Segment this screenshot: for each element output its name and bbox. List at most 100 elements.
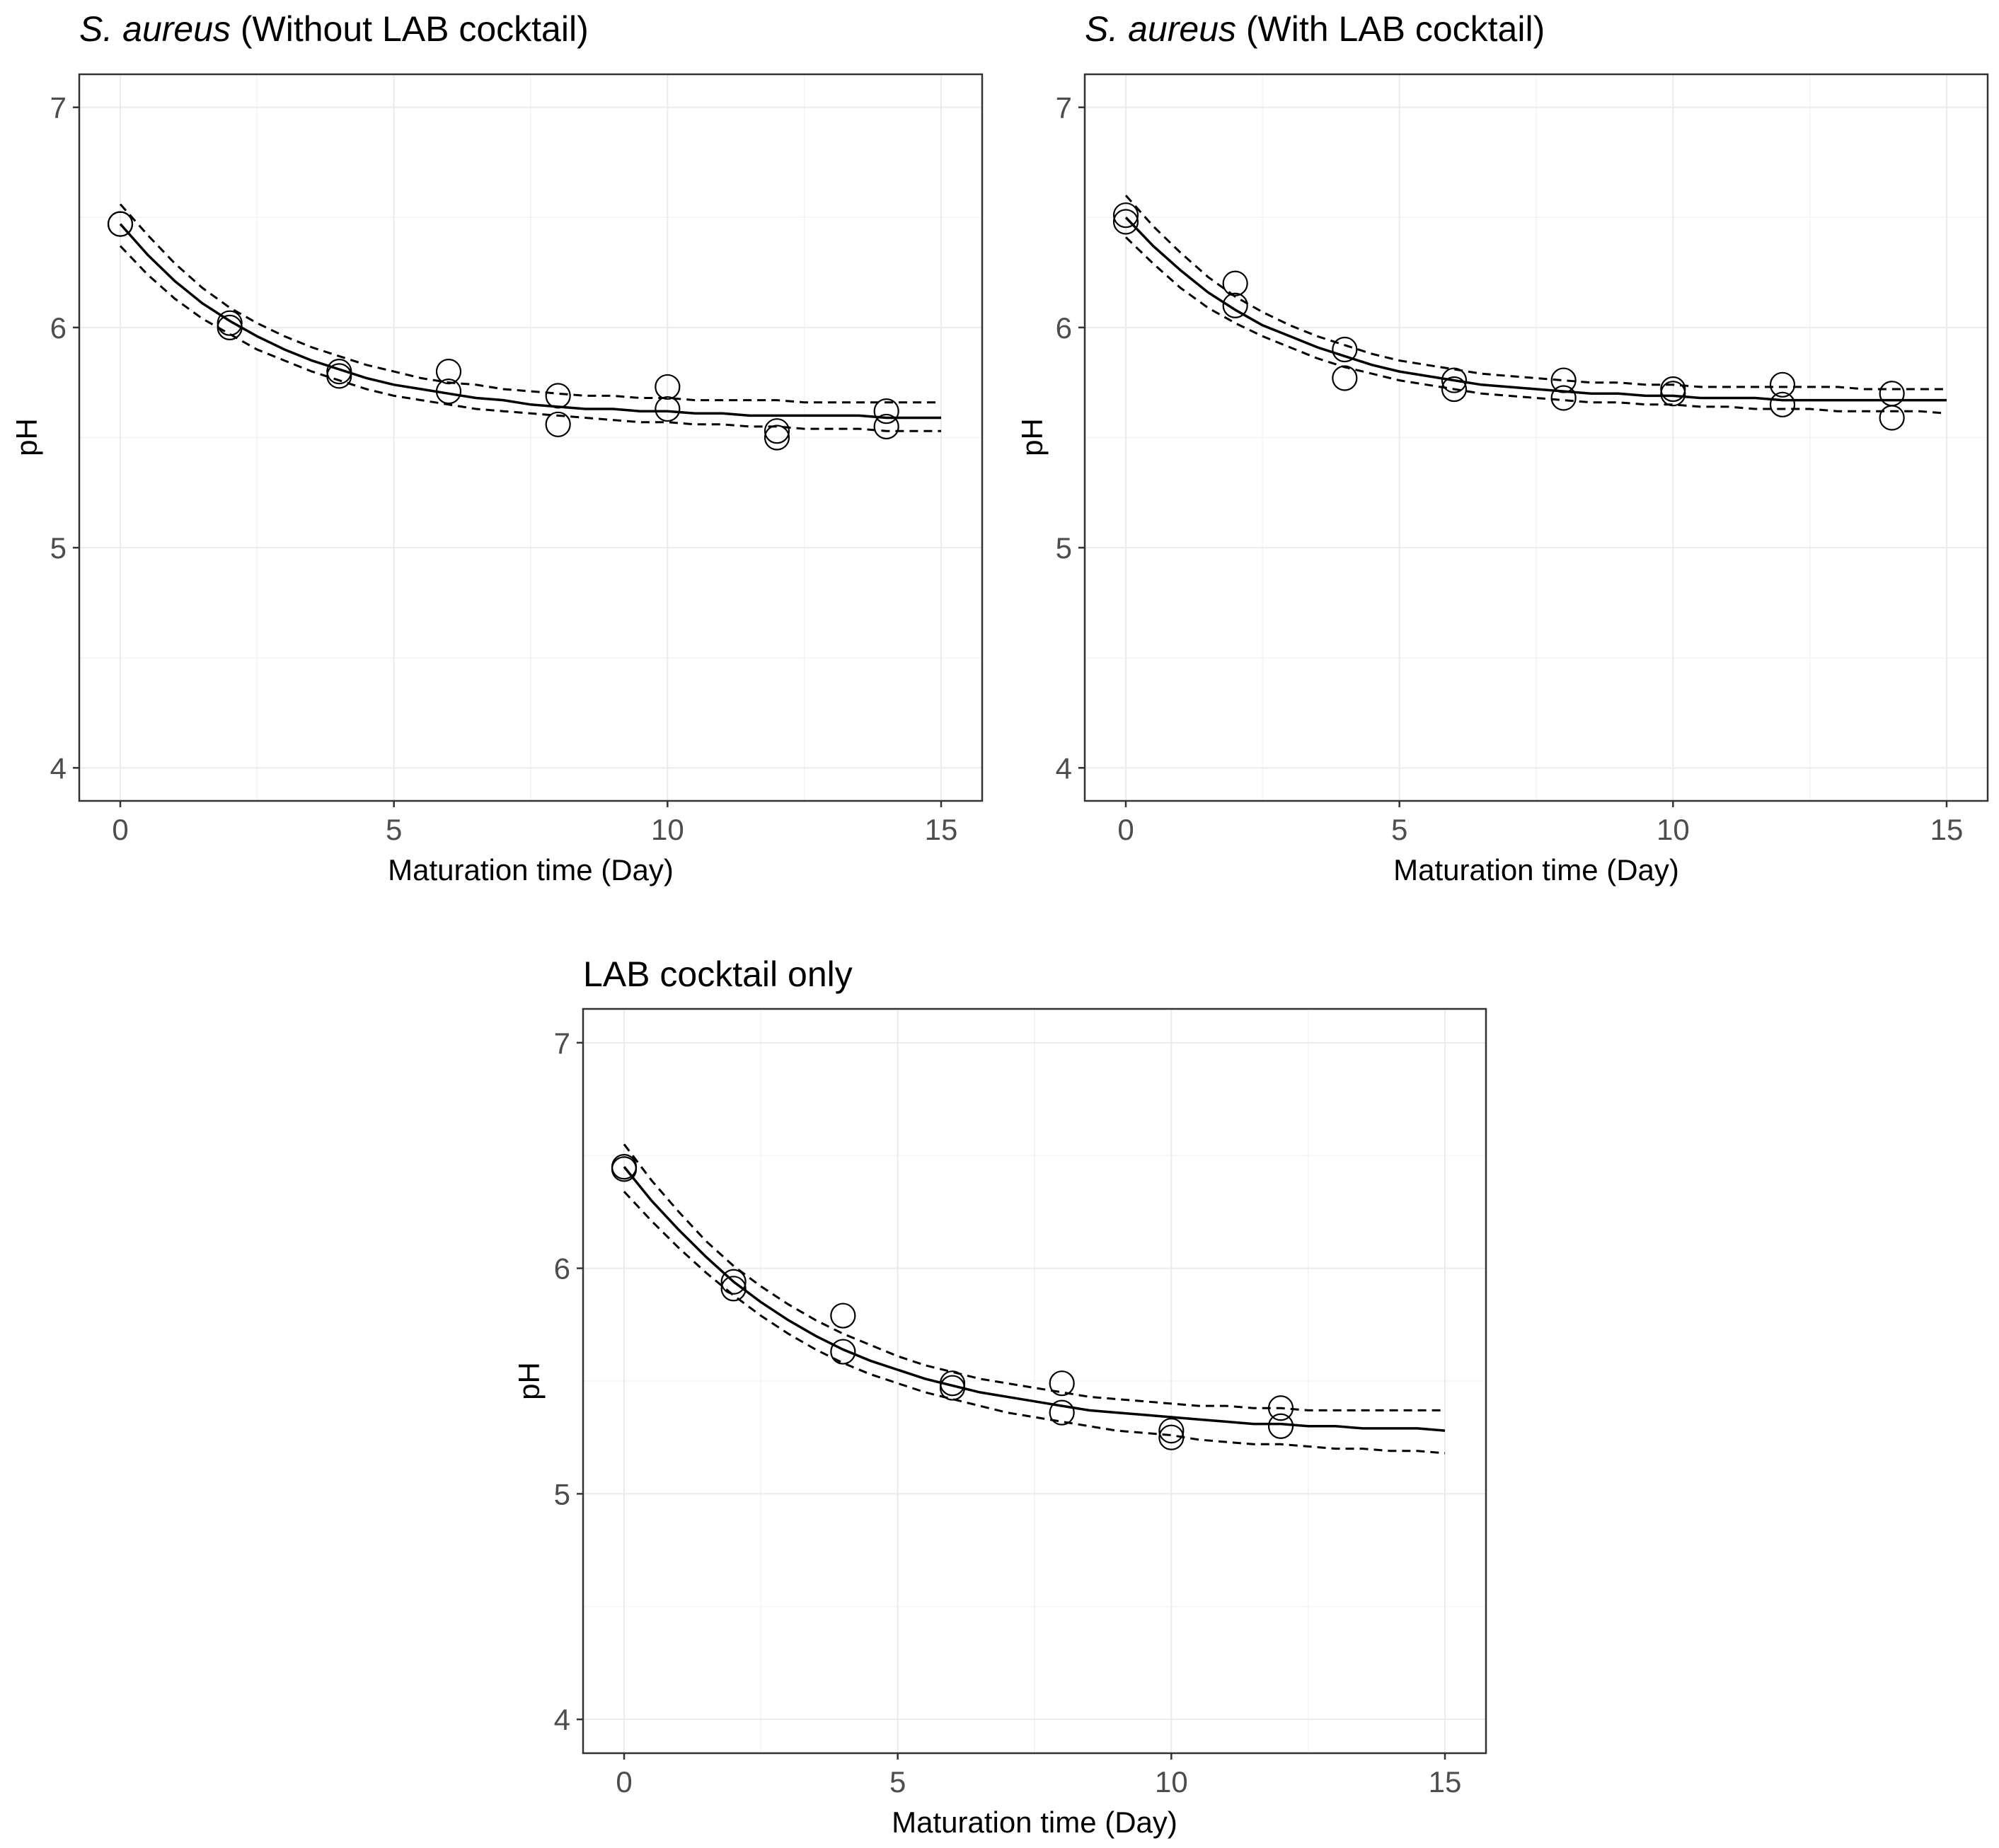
data-point [1049, 1399, 1075, 1426]
y-tick-label: 5 [50, 531, 67, 565]
x-tick-label: 15 [925, 813, 958, 846]
grid [1085, 74, 1988, 801]
data-point [1049, 1370, 1075, 1397]
data-point [830, 1339, 856, 1365]
data-point [1769, 371, 1796, 398]
data-point [326, 363, 352, 389]
axis-ticks: 0 5 10 15 4 5 6 7 [554, 1027, 1462, 1798]
grid [583, 1009, 1486, 1753]
data-point [720, 1276, 747, 1302]
data-point [655, 395, 681, 422]
data-point [545, 411, 571, 437]
fit-curve-group [623, 1166, 1446, 1432]
data-point [1222, 270, 1248, 296]
data-point [1879, 405, 1905, 431]
axis-ticks: 0 5 10 15 4 5 6 7 [1056, 91, 1964, 846]
x-axis-label: Maturation time (Day) [1393, 853, 1679, 887]
data-point [1267, 1413, 1294, 1439]
data-point [611, 1156, 638, 1182]
data-point [217, 310, 243, 336]
data-point [1112, 202, 1139, 229]
y-axis-label: pH [1015, 418, 1049, 456]
data-point [545, 383, 571, 409]
data-point [435, 379, 462, 405]
ci-lower-line [119, 245, 941, 432]
grid [79, 74, 982, 801]
data-point [435, 359, 462, 385]
y-tick-label: 6 [50, 311, 67, 345]
chart-title: S. aureus (Without LAB cocktail) [79, 9, 589, 49]
chart-title: S. aureus (With LAB cocktail) [1085, 9, 1545, 49]
x-tick-label: 10 [1657, 813, 1690, 846]
data-point [939, 1375, 966, 1401]
plot-frame [1083, 73, 1989, 802]
y-tick-label: 4 [1056, 751, 1072, 785]
data-point [1769, 391, 1796, 417]
data-points [611, 1154, 1294, 1450]
data-point [1112, 209, 1139, 235]
data-point [830, 1303, 856, 1329]
data-point [1158, 1424, 1185, 1450]
ci-lower-line [623, 1191, 1446, 1455]
data-point [1660, 376, 1686, 403]
data-point [1550, 367, 1577, 393]
chart-panel-lab-only: LAB cocktail only 0 5 10 15 4 5 6 7 Maturation … [512, 954, 1487, 1839]
data-point [1441, 367, 1468, 393]
data-point [1158, 1418, 1185, 1444]
y-tick-label: 5 [1056, 531, 1072, 565]
x-tick-label: 0 [112, 813, 128, 846]
y-tick-label: 7 [50, 91, 67, 125]
data-point [1332, 336, 1358, 363]
x-tick-label: 5 [1391, 813, 1407, 846]
data-points [107, 211, 899, 451]
data-point [1222, 292, 1248, 318]
data-point [720, 1269, 747, 1295]
data-point [939, 1370, 966, 1397]
chart-title-rest: (Without LAB cocktail) [231, 9, 589, 49]
confidence-band [119, 203, 941, 432]
data-point [1267, 1395, 1294, 1421]
y-tick-label: 4 [554, 1703, 570, 1736]
data-point [1550, 385, 1577, 411]
fit-curve-group [119, 223, 941, 420]
plot-frame [78, 73, 984, 802]
x-tick-label: 10 [651, 813, 684, 846]
chart-title-rest: LAB cocktail only [583, 954, 853, 994]
confidence-band [1124, 195, 1947, 415]
x-tick-label: 15 [1930, 813, 1964, 846]
axis-ticks: 0 5 10 15 4 5 6 7 [50, 91, 958, 846]
fit-curve-group [1124, 216, 1947, 402]
confidence-band [623, 1143, 1446, 1455]
chart-title: LAB cocktail only [583, 954, 853, 994]
fit-curve [1124, 216, 1947, 402]
x-tick-label: 0 [616, 1765, 632, 1798]
y-axis-label: pH [10, 418, 43, 456]
y-tick-label: 4 [50, 751, 67, 785]
data-point [1660, 381, 1686, 407]
fit-curve [119, 223, 941, 420]
ci-lower-line [1124, 236, 1947, 415]
y-axis-label: pH [512, 1362, 546, 1400]
data-point [873, 398, 899, 425]
data-point [764, 418, 790, 444]
x-axis-label: Maturation time (Day) [892, 1806, 1177, 1839]
ci-upper-line [623, 1143, 1445, 1411]
y-tick-label: 6 [554, 1252, 570, 1286]
plot-frame [582, 1007, 1487, 1755]
chart-title-italic: S. aureus [79, 9, 231, 49]
x-tick-label: 5 [889, 1765, 906, 1798]
chart-panel-without-lab: S. aureus (Without LAB cocktail) 0 5 10 15 4… [10, 9, 984, 887]
y-tick-label: 5 [554, 1477, 570, 1511]
data-point [217, 314, 243, 340]
data-point [1441, 376, 1468, 403]
chart-title-italic: S. aureus [1085, 9, 1236, 49]
y-tick-label: 6 [1056, 311, 1072, 345]
ci-upper-line [119, 203, 941, 404]
data-point [107, 211, 134, 237]
data-points [1112, 202, 1905, 431]
data-point [1332, 365, 1358, 391]
chart-title-rest: (With LAB cocktail) [1236, 9, 1545, 49]
data-point [764, 425, 790, 451]
chart-panel-with-lab: S. aureus (With LAB cocktail) 0 5 10 15 4 5 6 7… [1015, 9, 1989, 887]
